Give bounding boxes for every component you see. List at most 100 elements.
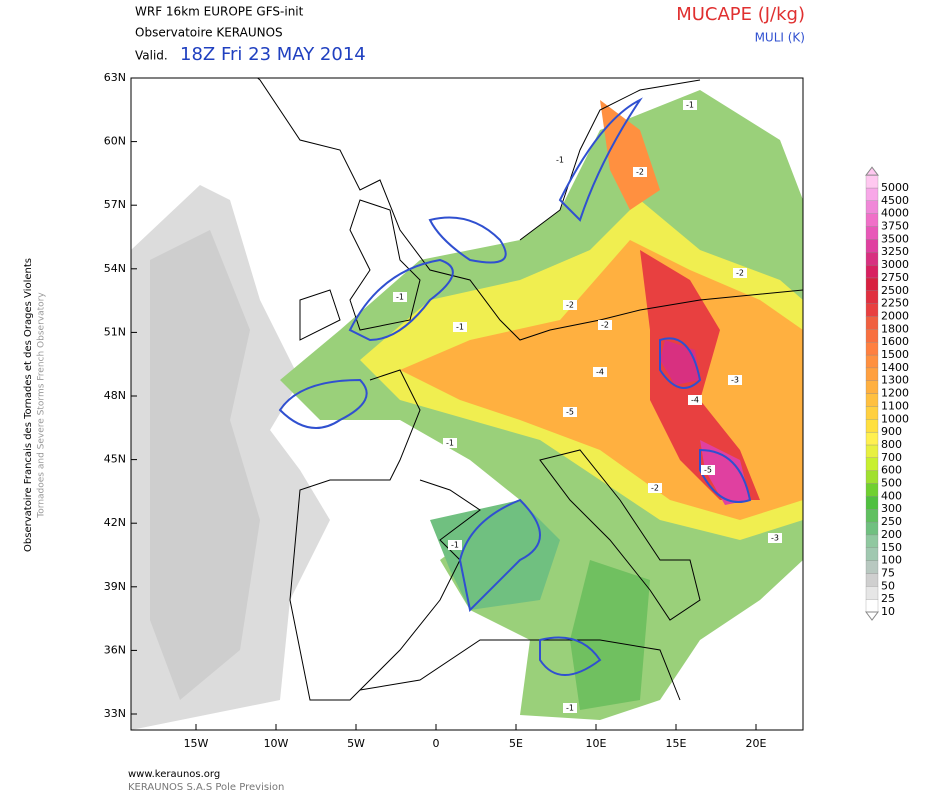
colorbar-label: 3500: [881, 232, 909, 245]
contour-label-bg: [453, 322, 467, 332]
contour-label: -1: [456, 323, 464, 332]
colorbar-swatch: [865, 534, 879, 548]
footer-company: KERAUNOS S.A.S Pole Prevision: [128, 782, 284, 793]
colorbar-label: 50: [881, 579, 895, 592]
colorbar-label: 400: [881, 489, 902, 502]
colorbar-label: 75: [881, 566, 895, 579]
colorbar-swatch: [865, 329, 879, 343]
colorbar-label: 2500: [881, 284, 909, 297]
colorbar-swatch: [865, 252, 879, 266]
colorbar-swatch: [865, 444, 879, 458]
contour-label-bg: [563, 407, 577, 417]
contour-label-bg: [563, 300, 577, 310]
lat-tick-label: 63N: [104, 71, 126, 84]
contour-label: -5: [566, 408, 574, 417]
lon-tick-label: 20E: [746, 737, 767, 750]
colorbar-swatch: [865, 213, 879, 227]
lon-tick-label: 5W: [347, 737, 365, 750]
source: Observatoire KERAUNOS: [135, 26, 283, 40]
contour-label: -2: [566, 301, 574, 310]
colorbar-swatch: [865, 470, 879, 484]
colorbar-swatch: [865, 560, 879, 574]
contour-label-bg: [768, 533, 782, 543]
contour-label: -2: [651, 484, 659, 493]
footer-url: www.keraunos.org: [128, 769, 220, 780]
colorbar-swatch: [865, 226, 879, 240]
colorbar-swatch: [865, 457, 879, 471]
colorbar-label: 1000: [881, 412, 909, 425]
lat-tick-label: 45N: [104, 453, 126, 466]
colorbar-swatch: [865, 483, 879, 497]
colorbar-label: 3000: [881, 258, 909, 271]
contour-label-bg: [593, 367, 607, 377]
contour-label-bg: [563, 703, 577, 713]
contour-title: MULI (K): [755, 31, 805, 45]
contour-label: -2: [636, 168, 644, 177]
side-title-fr: Observatoire Francais des Tornades et de…: [23, 258, 34, 552]
lat-tick-label: 54N: [104, 262, 126, 275]
valid-time: 18Z Fri 23 MAY 2014: [180, 44, 366, 65]
colorbar-label: 1600: [881, 335, 909, 348]
valid-label: Valid.: [135, 49, 168, 63]
colorbar-swatch: [865, 303, 879, 317]
contour-label-bg: [728, 375, 742, 385]
colorbar-swatch: [865, 290, 879, 304]
contour-label-bg: [633, 167, 647, 177]
colorbar-swatch: [865, 419, 879, 433]
contour-label-bg: [688, 395, 702, 405]
colorbar-swatch: [865, 509, 879, 523]
model-title: WRF 16km EUROPE GFS-init: [135, 5, 304, 19]
colorbar-label: 1200: [881, 387, 909, 400]
contour-label-bg: [393, 292, 407, 302]
colorbar-label: 4500: [881, 194, 909, 207]
colorbar-swatch: [865, 599, 879, 613]
contour-label-bg: [443, 438, 457, 448]
colorbar-label: 4000: [881, 207, 909, 220]
contour-label: -5: [704, 466, 712, 475]
contour-label: -2: [736, 269, 744, 278]
colorbar-label: 2750: [881, 271, 909, 284]
lat-tick-label: 48N: [104, 389, 126, 402]
colorbar-swatch: [865, 573, 879, 587]
contour-label-bg: [448, 540, 462, 550]
colorbar-label: 100: [881, 554, 902, 567]
lon-tick-label: 0: [433, 737, 440, 750]
colorbar-label: 200: [881, 528, 902, 541]
colorbar-swatch: [865, 200, 879, 214]
colorbar-label: 1400: [881, 361, 909, 374]
colorbar-label: 1100: [881, 399, 909, 412]
contour-label-bg: [553, 155, 567, 165]
contour-label: -1: [396, 293, 404, 302]
lon-tick-label: 10W: [264, 737, 289, 750]
contour-label: -3: [771, 534, 779, 543]
colorbar-swatch: [865, 342, 879, 356]
contour-label: -2: [601, 321, 609, 330]
colorbar-label: 5000: [881, 181, 909, 194]
contour-label: -1: [446, 439, 454, 448]
contour-label-bg: [598, 320, 612, 330]
colorbar-label: 2000: [881, 309, 909, 322]
colorbar-label: 1300: [881, 374, 909, 387]
map-frame: [130, 77, 804, 731]
colorbar-swatch: [865, 277, 879, 291]
colorbar-label: 25: [881, 592, 895, 605]
contour-label-bg: [683, 100, 697, 110]
side-title-en: Tornadoes and Severe Storms French Obser…: [37, 292, 47, 519]
colorbar-label: 150: [881, 541, 902, 554]
colorbar-bottom-arrow: [865, 611, 879, 621]
colorbar-label: 10: [881, 605, 895, 618]
contour-label: -4: [596, 368, 604, 377]
colorbar-label: 1800: [881, 322, 909, 335]
colorbar-swatch: [865, 547, 879, 561]
lat-tick-label: 42N: [104, 516, 126, 529]
colorbar-label: 3250: [881, 245, 909, 258]
colorbar-swatch: [865, 367, 879, 381]
colorbar-label: 3750: [881, 220, 909, 233]
colorbar-swatch: [865, 175, 879, 189]
lon-tick-label: 5E: [509, 737, 523, 750]
lon-tick-label: 10E: [586, 737, 607, 750]
lat-tick-label: 57N: [104, 198, 126, 211]
colorbar-swatch: [865, 586, 879, 600]
lat-tick-label: 60N: [104, 135, 126, 148]
contour-label: -1: [566, 704, 574, 713]
